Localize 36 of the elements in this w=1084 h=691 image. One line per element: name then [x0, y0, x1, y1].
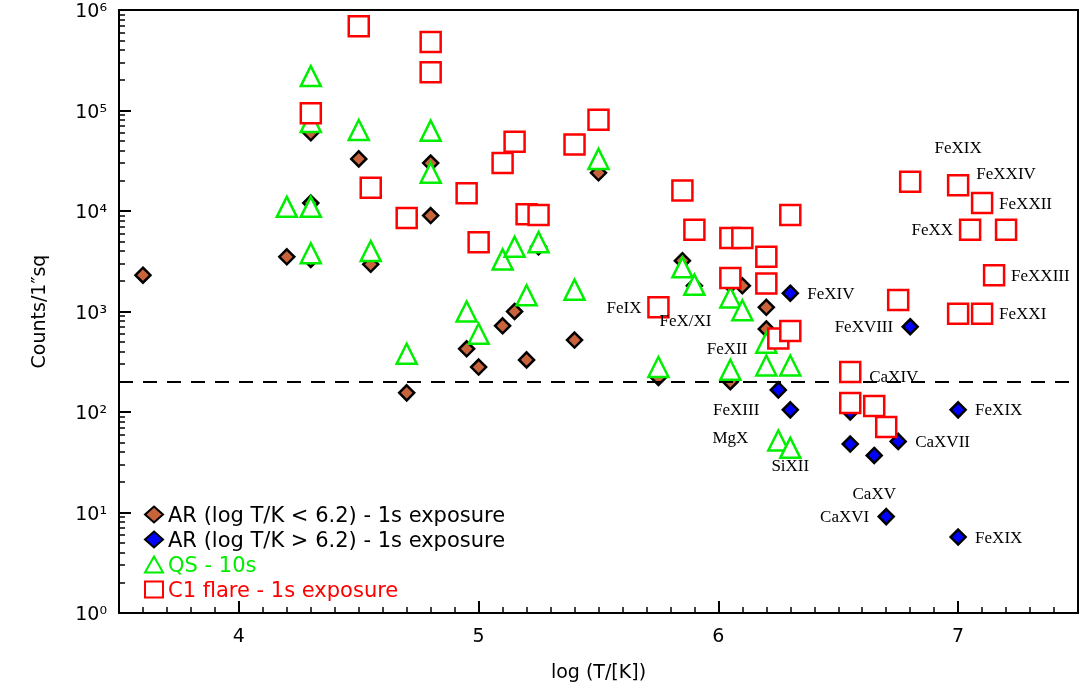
- annotation: CaXVI: [820, 507, 870, 527]
- x-tick-label: 6: [712, 623, 725, 646]
- annotation: FeXII: [706, 339, 748, 359]
- x-tick-label: 5: [472, 623, 485, 646]
- y-tick-label: 10²: [75, 401, 107, 423]
- y-tick-label: 10⁶: [75, 0, 107, 21]
- legend-label: QS - 10s: [168, 552, 257, 577]
- annotation: FeX/XI: [659, 311, 712, 331]
- annotation: FeXVIII: [834, 317, 894, 337]
- y-tick-label: 10³: [75, 300, 107, 323]
- x-axis-title: log (T/[K]): [550, 659, 647, 682]
- annotation: FeXIX: [975, 527, 1023, 547]
- y-tick-label: 10¹: [75, 501, 107, 524]
- annotation: SiXII: [771, 456, 810, 476]
- annotation: FeXIV: [807, 283, 856, 303]
- x-tick-label: 7: [952, 623, 965, 646]
- annotation: FeXXIII: [1011, 265, 1070, 285]
- annotation: FeXXI: [999, 304, 1047, 324]
- annotation: FeXIX: [975, 400, 1023, 420]
- legend-label: C1 flare - 1s exposure: [168, 577, 399, 602]
- legend-label: AR (log T/K < 6.2) - 1s exposure: [168, 502, 506, 527]
- y-axis-title: Counts/1″sq: [26, 254, 49, 369]
- y-tick-label: 10⁴: [75, 200, 108, 222]
- y-tick-label: 10⁵: [75, 99, 107, 122]
- annotation: FeXXIV: [976, 164, 1037, 184]
- annotation: CaXVII: [915, 431, 971, 451]
- annotation: CaXV: [852, 483, 897, 503]
- x-tick-label: 4: [232, 623, 245, 646]
- annotation: FeXIII: [713, 400, 760, 420]
- y-tick-label: 10⁰: [75, 602, 107, 624]
- annotation: FeXIX: [934, 137, 982, 157]
- annotation: MgX: [712, 428, 749, 448]
- annotation: FeXX: [911, 220, 954, 240]
- legend-label: AR (log T/K > 6.2) - 1s exposure: [168, 527, 506, 552]
- annotation: FeXXII: [999, 193, 1053, 213]
- annotation: FeIX: [606, 297, 642, 317]
